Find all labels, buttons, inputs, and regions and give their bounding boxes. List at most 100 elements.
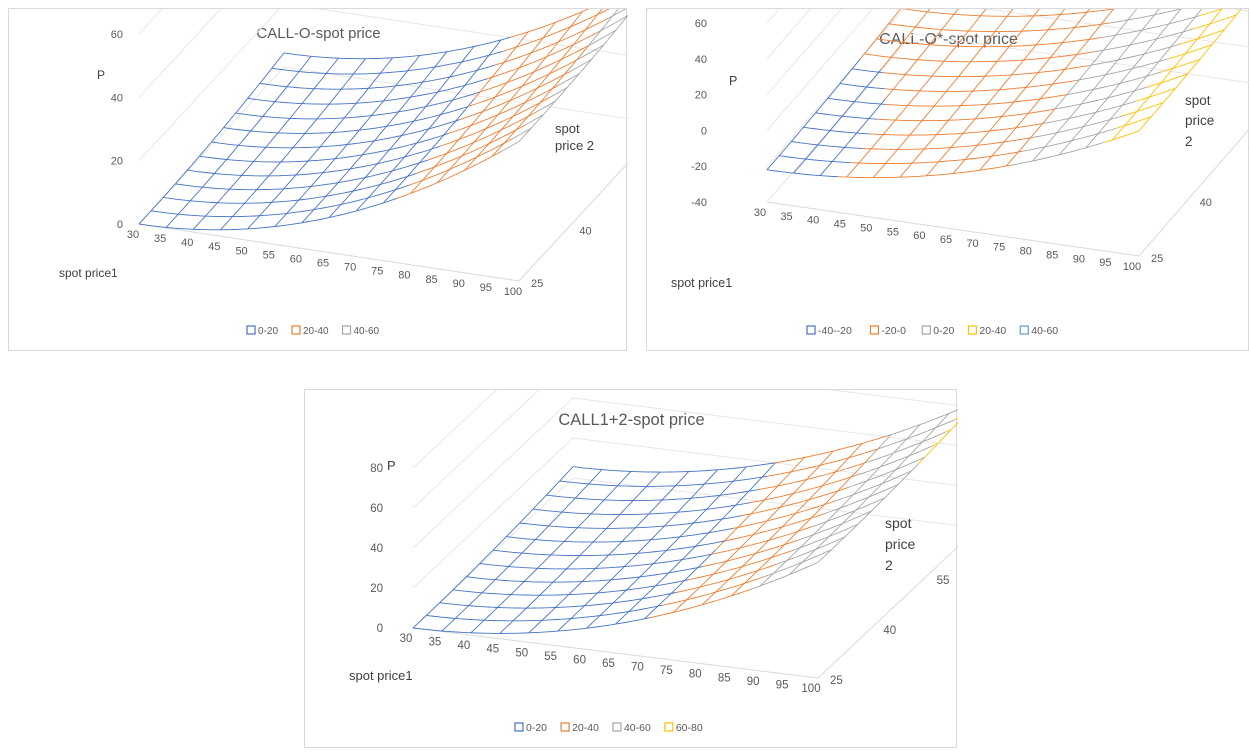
surface-mesh-line (451, 71, 455, 75)
surface-mesh-line (949, 50, 953, 54)
surface-mesh-line (270, 171, 274, 174)
surface-mesh-line (586, 9, 590, 10)
surface-mesh-line (1076, 106, 1080, 110)
surface-mesh-line (628, 502, 632, 506)
surface-mesh-line (443, 64, 449, 66)
surface-mesh-line (780, 150, 784, 154)
surface-mesh-line (507, 48, 512, 51)
surface-mesh-line (318, 113, 322, 117)
surface-mesh-line (317, 202, 321, 206)
surface-mesh-line (559, 543, 563, 547)
surface-mesh-line (697, 488, 701, 492)
surface-mesh-line (876, 106, 880, 110)
surface-mesh-line (410, 95, 416, 98)
surface-mesh-line (440, 144, 446, 147)
y-tick-label: 40 (1200, 197, 1212, 209)
surface-mesh-line (276, 221, 280, 225)
surface-mesh-line (196, 170, 201, 173)
surface-mesh-line (443, 100, 449, 103)
surface-mesh-line (390, 118, 393, 122)
surface-mesh-line (410, 131, 416, 134)
surface-mesh-line (359, 166, 364, 168)
surface-mesh-line (414, 186, 417, 190)
surface-mesh-line (468, 572, 472, 575)
surface-mesh-line (261, 99, 266, 102)
surface-mesh-line (934, 163, 937, 167)
surface-mesh-line (862, 123, 866, 127)
surface-mesh-line (1111, 83, 1116, 86)
surface-mesh-line (913, 127, 917, 131)
surface-mesh-line (823, 168, 827, 172)
surface-mesh-line (531, 79, 536, 83)
surface-mesh-line (371, 190, 375, 194)
x-tick-label: 40 (181, 237, 193, 249)
surface-mesh-line (1188, 21, 1192, 25)
surface-mesh-line (977, 144, 982, 146)
surface-mesh-line (508, 138, 514, 142)
surface-mesh-line (996, 26, 1000, 30)
surface-mesh-line (356, 177, 361, 180)
surface-mesh-line (284, 154, 288, 158)
surface-mesh-line (249, 224, 252, 228)
surface-mesh-line (445, 76, 450, 79)
surface-mesh-line (592, 476, 596, 480)
surface-mesh-line (559, 74, 565, 78)
surface-mesh-line (228, 127, 233, 130)
surface-mesh-line (490, 138, 494, 142)
surface-mesh-line (878, 136, 882, 140)
x-tick-label: 35 (154, 233, 166, 245)
surface-mesh-line (964, 98, 968, 102)
surface-mesh-line (930, 168, 933, 172)
surface-mesh-line (200, 217, 204, 221)
surface-mesh-line (562, 37, 568, 41)
surface-mesh-line (555, 50, 561, 54)
surface-mesh-line (483, 84, 487, 88)
surface-mesh-line (1125, 73, 1129, 77)
surface-mesh-line (1123, 113, 1129, 117)
surface-mesh-line (281, 52, 285, 56)
surface-mesh-line (1022, 149, 1028, 152)
surface-mesh-line (185, 199, 191, 202)
surface-mesh-line (144, 214, 148, 218)
x-tick-label: 60 (290, 253, 302, 265)
surface-mesh-line (157, 225, 162, 228)
surface-mesh-line (860, 158, 864, 161)
surface-mesh-line (1092, 24, 1097, 26)
surface-mesh-line (378, 158, 382, 162)
surface-mesh-line (1154, 61, 1160, 64)
surface-mesh-line (901, 141, 905, 145)
surface-mesh-line (431, 79, 437, 82)
surface-mesh-line (1213, 39, 1217, 43)
surface-mesh-line (329, 65, 333, 69)
surface-mesh-line (496, 129, 502, 133)
surface-mesh-line (181, 199, 186, 201)
surface-mesh-line (1162, 90, 1167, 94)
surface-mesh-line (148, 210, 152, 214)
surface-mesh-line (607, 37, 610, 41)
surface-mesh-line (554, 482, 558, 487)
surface-mesh-line (708, 504, 712, 508)
surface-mesh-line (387, 170, 393, 173)
surface-mesh-line (469, 48, 473, 52)
surface-mesh-line (500, 38, 506, 41)
surface-mesh-line (344, 156, 349, 159)
surface-mesh-line (313, 172, 319, 175)
surface-mesh-line (1029, 79, 1033, 83)
surface-mesh-line (464, 115, 470, 119)
surface-mesh-line (1113, 62, 1117, 66)
surface-mesh-line (947, 19, 951, 23)
surface-mesh-line (833, 88, 837, 92)
surface-mesh-line (1007, 161, 1011, 164)
surface-mesh-line (218, 166, 221, 170)
surface-mesh-line (1111, 114, 1115, 118)
y-axis-label: spot price 2 (555, 121, 594, 153)
surface-mesh-line (1030, 136, 1035, 139)
surface-mesh-line (686, 500, 690, 504)
surface-mesh-line (1148, 51, 1154, 54)
surface-mesh-line (783, 155, 789, 158)
surface-mesh-line (641, 488, 645, 492)
surface-mesh-line (1189, 50, 1195, 53)
surface-mesh-line (233, 112, 237, 116)
surface-mesh-line (784, 146, 788, 149)
surface-mesh-line (559, 48, 565, 52)
